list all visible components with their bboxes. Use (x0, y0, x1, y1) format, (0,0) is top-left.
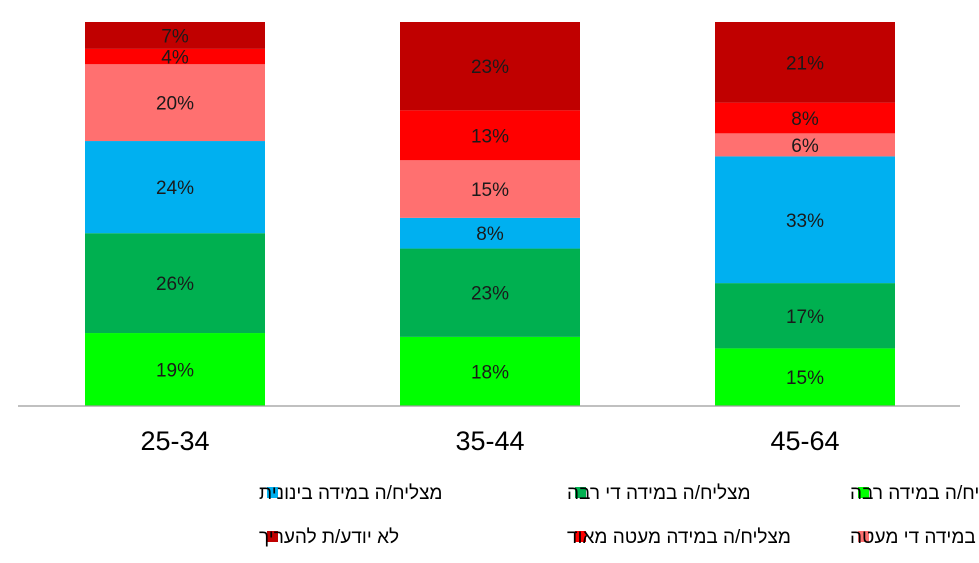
legend-label-s6: לא יודע/ת להעריך (259, 527, 399, 548)
bar-segment-25-34-s5 (85, 48, 265, 65)
data-label-35-44-s6: 23% (471, 57, 509, 78)
bar-segment-35-44-s1 (400, 336, 580, 406)
category-label-25-34: 25-34 (140, 426, 209, 456)
data-label-45-64-s1: 15% (786, 368, 824, 389)
data-label-45-64-s4: 6% (791, 136, 819, 157)
bars-group: 19% 26% 24% 20% 4%7% 18% 23% 8% 15% 13% 23% 15% 17% 3… (85, 22, 895, 406)
data-label-45-64-s2: 17% (786, 307, 824, 328)
bar-segment-35-44-s4 (400, 160, 580, 218)
data-label-35-44-s3: 8% (476, 224, 504, 245)
legend-swatch-s5 (575, 531, 586, 542)
data-label-25-34-s2: 26% (156, 274, 194, 295)
bar-segment-35-44-s3 (400, 217, 580, 249)
data-label-45-64-s3: 33% (786, 211, 824, 232)
bar-segment-25-34-s4 (85, 64, 265, 142)
data-label-35-44-s2: 23% (471, 284, 509, 305)
bar-segment-25-34-s6 (85, 22, 265, 49)
legend-swatch-s3 (267, 487, 278, 498)
bar-segment-45-64-s5 (715, 102, 895, 134)
legend-label-s1: מצליח/ה במידה רבה (850, 483, 979, 504)
data-label-25-34-s5: 4% (161, 48, 189, 69)
data-label-25-34-s4: 20% (156, 94, 194, 115)
data-label-35-44-s4: 15% (471, 180, 509, 201)
data-label-45-64-s6: 21% (786, 53, 824, 74)
bar-segment-45-64-s6 (715, 22, 895, 103)
data-label-35-44-s1: 18% (471, 362, 509, 383)
legend-swatch-s4 (858, 531, 869, 542)
bar-segment-45-64-s2 (715, 283, 895, 349)
legend-label-s4: מצליח/ה במידה די מעטה (850, 527, 979, 548)
bar-segment-25-34-s1 (85, 333, 265, 406)
bar-segment-25-34-s3 (85, 141, 265, 234)
legend-swatch-s1 (858, 487, 869, 498)
legend-swatch-s2 (575, 487, 586, 498)
data-label-35-44-s5: 13% (471, 126, 509, 147)
category-label-45-64: 45-64 (770, 426, 839, 456)
data-label-25-34-s6: 7% (161, 26, 189, 47)
bar-segment-25-34-s2 (85, 233, 265, 334)
bar-segment-45-64-s3 (715, 156, 895, 284)
data-label-45-64-s5: 8% (791, 109, 819, 130)
bar-segment-35-44-s2 (400, 248, 580, 337)
category-labels-group: 25-34 35-44 45-64 (140, 426, 839, 456)
bar-segment-45-64-s4 (715, 133, 895, 157)
data-label-25-34-s3: 24% (156, 178, 194, 199)
legend: מצליח/ה במידה רבה מצליח/ה במידה די רבה מצל… (259, 483, 979, 548)
bar-segment-35-44-s5 (400, 110, 580, 161)
category-label-35-44: 35-44 (455, 426, 524, 456)
legend-label-s3: מצליח/ה במידה בינונית (259, 483, 442, 504)
legend-label-s5: מצליח/ה במידה מעטה מאוד (567, 527, 791, 548)
bar-segment-45-64-s1 (715, 348, 895, 406)
legend-label-s2: מצליח/ה במידה די רבה (567, 483, 751, 504)
bar-segment-35-44-s6 (400, 22, 580, 111)
legend-swatch-s6 (267, 531, 278, 542)
data-label-25-34-s1: 19% (156, 361, 194, 382)
